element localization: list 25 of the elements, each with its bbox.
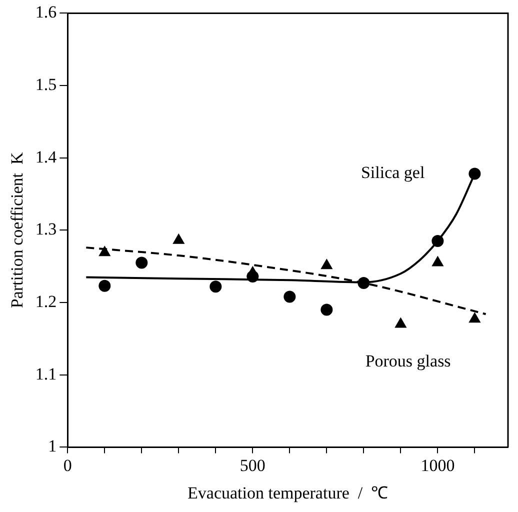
y-tick-label: 1.1	[35, 364, 57, 384]
y-tick-label: 1.4	[35, 147, 58, 166]
y-tick-label: 1.3	[35, 220, 57, 239]
point	[284, 290, 296, 303]
point	[246, 266, 259, 276]
x-tick-label: 1000	[420, 456, 455, 475]
text: Silica gel	[360, 163, 425, 182]
point	[210, 280, 222, 293]
y-tick-label: 1.6	[35, 2, 57, 22]
point	[136, 256, 148, 269]
x-tick-label: 0	[63, 456, 72, 475]
y-tick-label: 1.5	[35, 75, 57, 94]
text: Porous glass	[365, 352, 451, 371]
y-tick-label: 1.2	[35, 292, 57, 311]
point	[98, 280, 111, 292]
y-axis-title: Partition coefficient K	[8, 152, 27, 308]
point	[320, 258, 333, 270]
point	[172, 233, 185, 244]
y-tick-label: 1	[48, 436, 57, 456]
x-tick-label: 500	[240, 456, 266, 475]
point	[320, 304, 333, 316]
x-axis-title: Evacuation temperature / ℃	[188, 483, 388, 502]
point	[432, 256, 444, 266]
point	[394, 317, 407, 328]
point	[468, 312, 481, 323]
